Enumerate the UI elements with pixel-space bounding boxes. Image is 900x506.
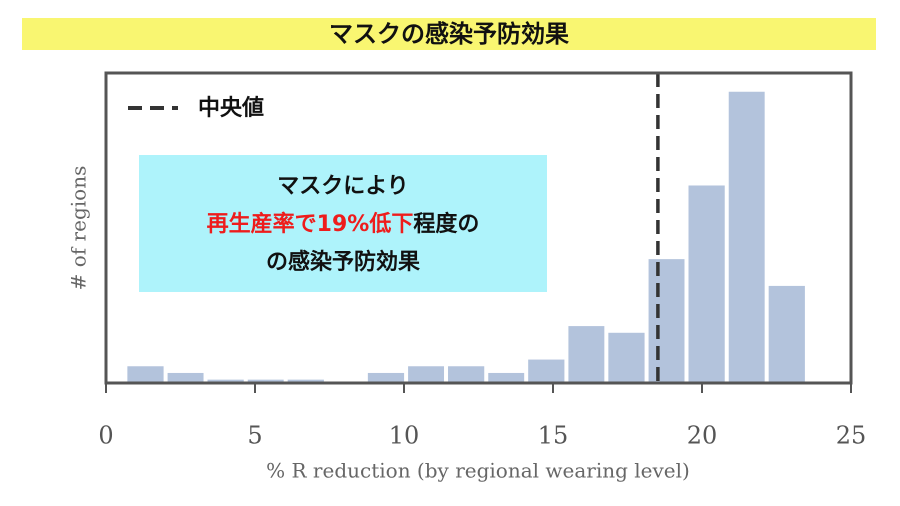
x-tick-label: 0 [98,422,113,450]
bar [207,379,244,383]
title-banner [22,18,876,50]
bar [528,359,565,383]
x-tick-label: 5 [247,422,262,450]
x-tick-label: 15 [538,422,569,450]
bar [448,366,485,383]
bar [408,366,445,383]
x-tick-label: 20 [687,422,718,450]
x-axis-label: % R reduction (by regional wearing level… [266,459,690,483]
bar [287,379,324,383]
annotation-line: 再生産率で19%低下程度の [207,211,480,237]
plot-frame [104,71,853,385]
bar [648,259,685,383]
plot-area [127,73,805,383]
bar [688,185,725,383]
bar [127,366,164,383]
y-axis-label: # of regions [67,166,91,291]
legend-label: 中央値 [198,95,264,121]
bar [568,326,605,383]
annotation-box [139,155,547,292]
bar [167,372,204,383]
bar [367,372,405,383]
annotation-line: マスクにより [277,174,409,199]
x-tick-label: 10 [389,422,420,450]
x-tick-label: 25 [836,422,867,450]
bar [768,285,805,383]
bar [728,91,765,383]
annotation-highlight: 再生産率で19%低下 [207,211,414,237]
bar [488,372,525,383]
chart-title: マスクの感染予防効果 [329,20,569,48]
bar [247,379,284,383]
annotation-text: 程度の [413,211,479,237]
annotation-line: の感染予防効果 [266,249,420,275]
bar [608,332,645,383]
